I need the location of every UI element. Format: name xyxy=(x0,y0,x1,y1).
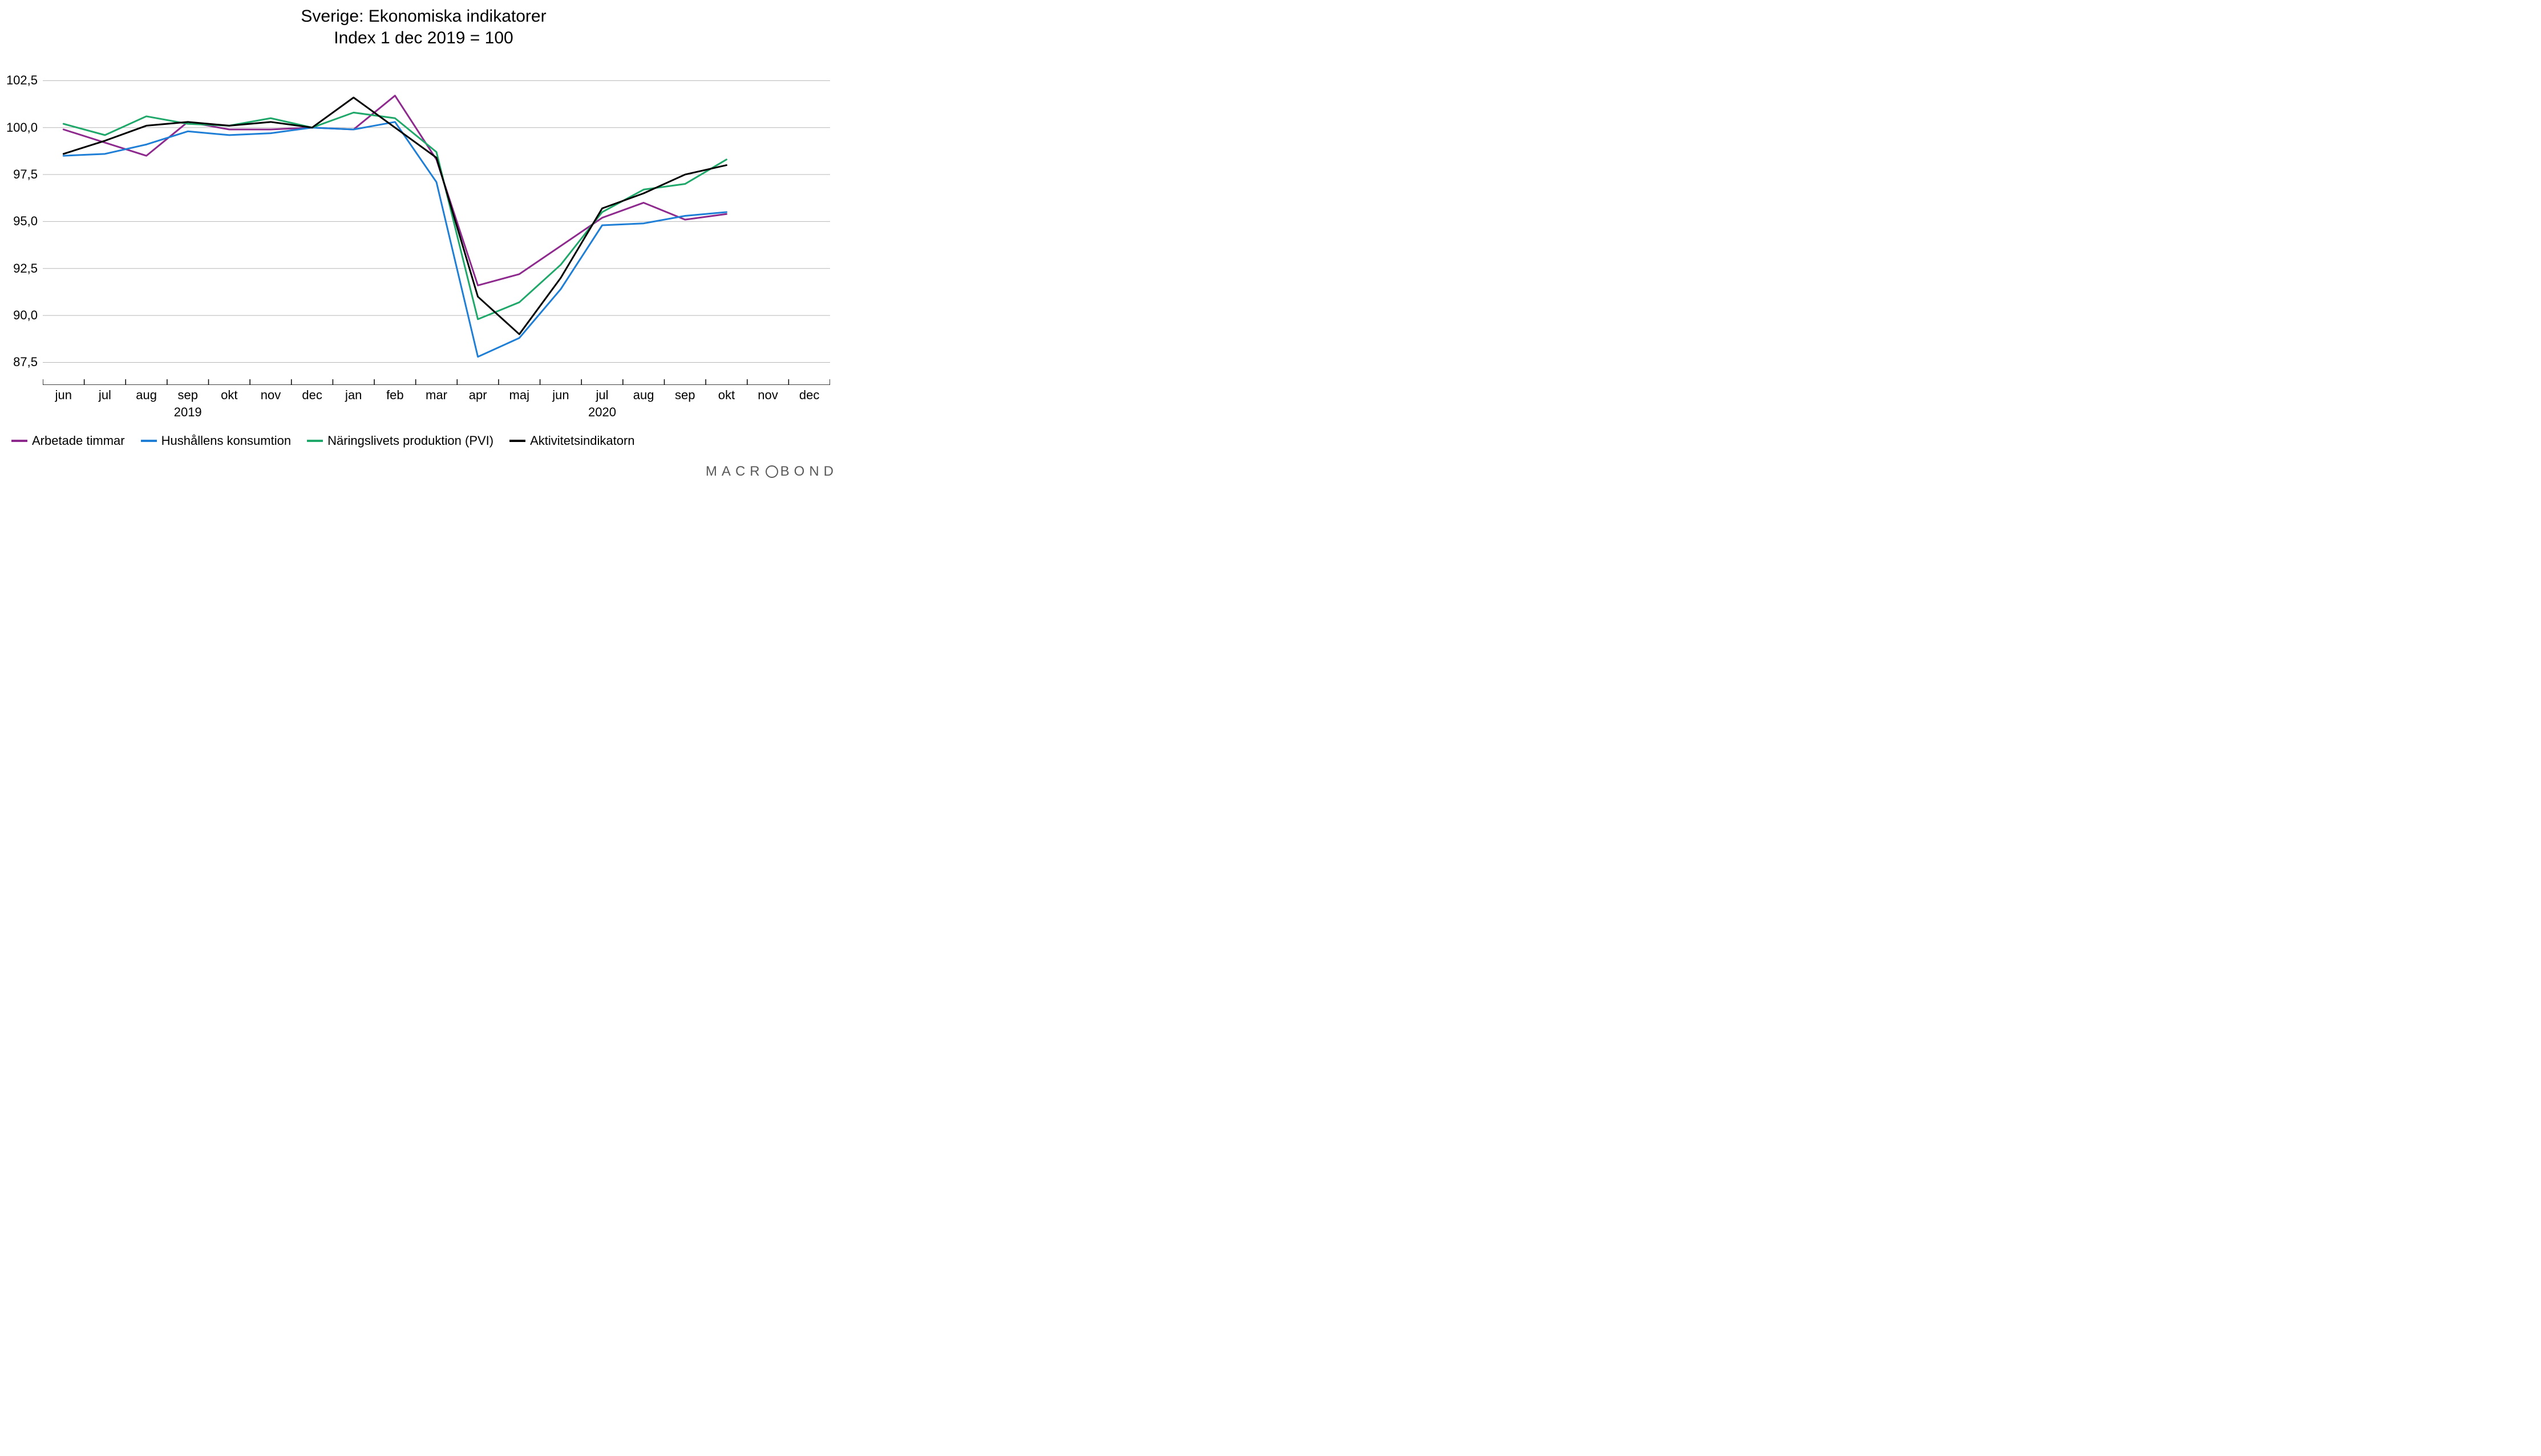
brand-text-4: R xyxy=(750,464,763,480)
y-tick-label: 97,5 xyxy=(13,167,38,182)
brand-o-icon xyxy=(766,465,778,478)
x-tick-label: jul xyxy=(99,388,111,403)
y-tick-label: 92,5 xyxy=(13,261,38,276)
x-tick-label: apr xyxy=(469,388,487,403)
legend-swatch xyxy=(141,440,157,442)
x-tick-label: okt xyxy=(221,388,237,403)
y-tick-label: 87,5 xyxy=(13,355,38,370)
x-tick-label: sep xyxy=(675,388,695,403)
x-tick-label: aug xyxy=(136,388,157,403)
x-tick-label: okt xyxy=(718,388,735,403)
x-year-label: 2019 xyxy=(174,405,202,420)
legend-label: Näringslivets produktion (PVI) xyxy=(327,433,493,448)
x-tick-label: jun xyxy=(552,388,569,403)
x-tick-label: feb xyxy=(386,388,404,403)
legend-swatch xyxy=(11,440,27,442)
legend-item: Aktivitetsindikatorn xyxy=(509,433,634,448)
brand-text-1: M xyxy=(706,464,721,480)
y-axis-labels: 87,5 90,0 92,5 95,0 97,5 100,0 102,5 xyxy=(0,66,40,385)
chart-titles: Sverige: Ekonomiska indikatorer Index 1 … xyxy=(0,0,847,48)
legend-swatch xyxy=(307,440,323,442)
legend-swatch xyxy=(509,440,525,442)
x-axis-labels: jun jul aug sep okt nov dec jan feb mar apr maj jun j… xyxy=(43,388,830,422)
chart-title: Sverige: Ekonomiska indikatorer xyxy=(0,6,847,27)
legend-item: Arbetade timmar xyxy=(11,433,125,448)
x-tick-label: dec xyxy=(302,388,322,403)
x-tick-label: dec xyxy=(799,388,819,403)
legend-label: Aktivitetsindikatorn xyxy=(530,433,634,448)
x-tick-label: maj xyxy=(509,388,529,403)
brand-text-6: O xyxy=(794,464,808,480)
brand-text-3: C xyxy=(735,464,748,480)
brand-text-2: A xyxy=(722,464,734,480)
brand-text-8: D xyxy=(824,464,837,480)
y-tick-label: 100,0 xyxy=(6,120,38,135)
x-tick-label: nov xyxy=(261,388,281,403)
plot-area xyxy=(43,66,830,385)
legend-item: Näringslivets produktion (PVI) xyxy=(307,433,493,448)
legend-item: Hushållens konsumtion xyxy=(141,433,291,448)
x-tick-label: nov xyxy=(758,388,778,403)
y-tick-label: 95,0 xyxy=(13,214,38,229)
x-tick-label: sep xyxy=(177,388,197,403)
y-tick-label: 102,5 xyxy=(6,73,38,88)
chart-svg xyxy=(43,66,830,385)
x-tick-label: mar xyxy=(426,388,447,403)
legend-label: Arbetade timmar xyxy=(32,433,125,448)
x-tick-label: aug xyxy=(633,388,654,403)
brand-text-5: B xyxy=(780,464,793,480)
legend: Arbetade timmar Hushållens konsumtion Näri… xyxy=(11,433,635,448)
x-tick-label: jan xyxy=(345,388,362,403)
x-tick-label: jun xyxy=(55,388,72,403)
legend-label: Hushållens konsumtion xyxy=(161,433,291,448)
x-year-label: 2020 xyxy=(588,405,616,420)
brand-logo: M A C R B O N D xyxy=(706,464,837,480)
x-tick-label: jul xyxy=(596,388,609,403)
brand-text-7: N xyxy=(809,464,822,480)
y-tick-label: 90,0 xyxy=(13,308,38,323)
chart-subtitle: Index 1 dec 2019 = 100 xyxy=(0,27,847,49)
chart-container: Sverige: Ekonomiska indikatorer Index 1 … xyxy=(0,0,847,485)
